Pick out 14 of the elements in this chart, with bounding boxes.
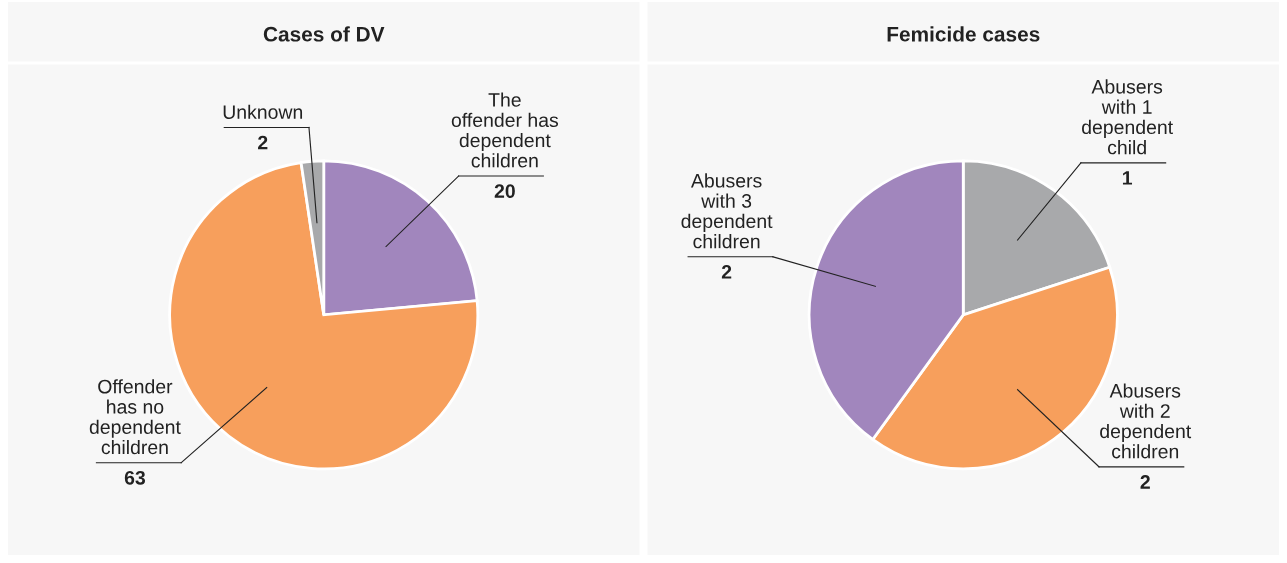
data-label: 2 [1140,475,1150,489]
slice-label: The offender has dependent children [451,92,559,168]
chart-title: Cases of DV [263,26,385,42]
data-label: 1 [1122,171,1133,185]
chart-title: Femicide cases [887,26,1040,42]
slice-label: Abusers with 2 dependent children [1100,383,1192,459]
data-label: 2 [721,265,732,279]
data-label: 63 [124,470,146,485]
slice-label: Abusers with 3 dependent children [681,173,773,249]
slice-label: Offender has no dependent children [89,379,181,455]
data-label: 2 [258,135,268,150]
data-label: 20 [494,184,515,198]
slice-label: Unknown [223,104,303,119]
slice-label: Abusers with 1 dependent child [1082,79,1173,155]
